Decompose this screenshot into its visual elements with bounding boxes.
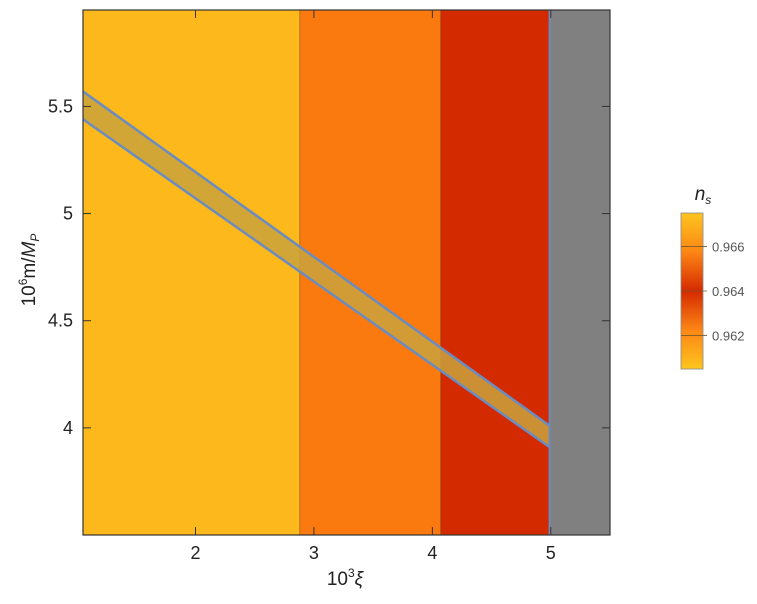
y-tick-label-3: 5.5	[48, 96, 73, 116]
band-upper-edge	[82, 90, 551, 427]
y-tick-label-2: 5	[63, 204, 73, 224]
legend-tick-label-2: 0.962	[712, 329, 745, 344]
legend: ns 0.966 0.964 0.962	[680, 184, 745, 370]
y-axis: 4 4.5 5 5.5	[48, 96, 610, 438]
x-tick-label-1: 3	[309, 543, 319, 563]
ns-region-3	[549, 10, 610, 535]
band-lower-edge	[82, 118, 551, 449]
frame-rect	[82, 9, 611, 536]
ns-region-0	[83, 10, 300, 535]
x-tick-label-3: 5	[546, 543, 556, 563]
ns-region-2	[440, 10, 550, 535]
legend-tick-label-1: 0.964	[712, 284, 745, 299]
y-tick-label-0: 4	[63, 418, 73, 438]
plot-frame	[82, 9, 611, 536]
x-axis-label: 103ξ	[327, 566, 365, 590]
y-tick-label-1: 4.5	[48, 311, 73, 331]
legend-tick-label-0: 0.966	[712, 239, 745, 254]
y-axis-label: 106m/MP	[16, 234, 42, 307]
allowed-band	[82, 10, 551, 535]
x-tick-label-2: 4	[427, 543, 437, 563]
x-tick-label-0: 2	[190, 543, 200, 563]
legend-title: ns	[695, 184, 712, 207]
ns-regions	[83, 10, 610, 535]
x-axis: 2 3 4 5	[190, 10, 556, 563]
band-fill	[83, 91, 550, 448]
